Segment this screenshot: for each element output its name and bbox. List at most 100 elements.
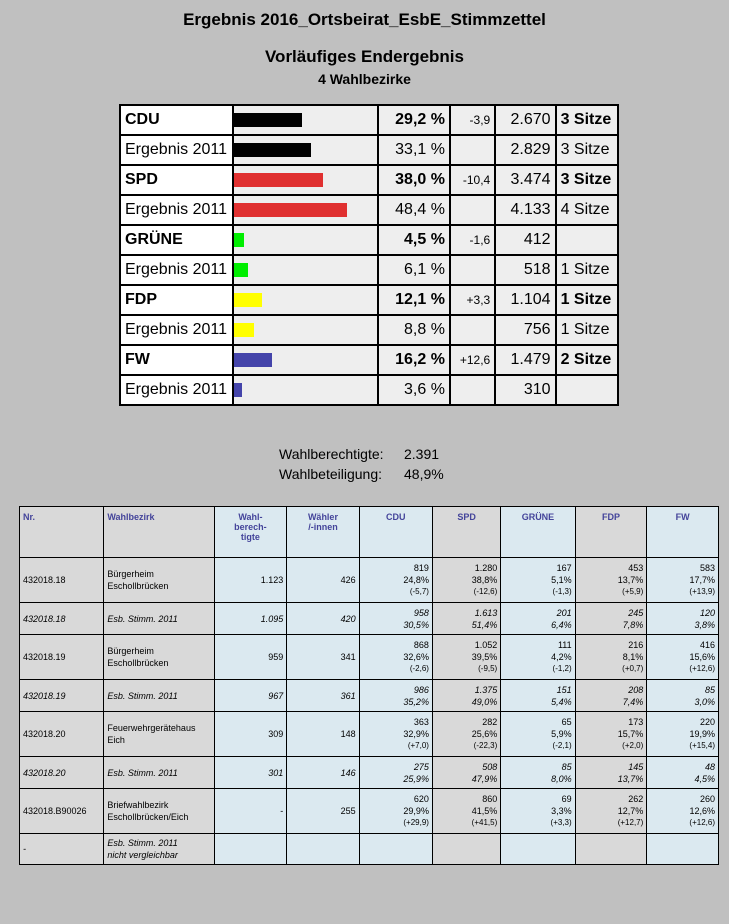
votes: 756 bbox=[494, 314, 557, 346]
summary-row: FDP 12,1 % +3,3 1.104 1 Sitze bbox=[119, 284, 620, 316]
party-percent: 3,0% bbox=[694, 696, 715, 707]
table-row: 432018.19 Bürgerheim Eschollbrücken 959 341 8… bbox=[18, 634, 719, 680]
party-percent: 25,9% bbox=[403, 773, 429, 784]
eligible-voters-cell: 1.095 bbox=[213, 602, 288, 635]
voters-cell: 420 bbox=[286, 602, 360, 635]
table-row: 432018.19 Esb. Stimm. 2011 967 361 986 35,2% 1… bbox=[18, 679, 719, 712]
table-row: 432018.B90026 Briefwahlbezirk Eschollbrück… bbox=[18, 788, 719, 834]
seats: 1 Sitze bbox=[554, 284, 620, 316]
seats: 3 Sitze bbox=[554, 164, 620, 196]
bar-cell bbox=[231, 194, 379, 226]
party-change: (-5,7) bbox=[409, 587, 429, 596]
eligible-voters-cell: 301 bbox=[213, 756, 288, 789]
party-votes: 48 bbox=[704, 761, 715, 772]
party-votes: 111 bbox=[557, 640, 572, 650]
party-result-cell: 958 30,5% bbox=[358, 602, 433, 635]
votes: 1.479 bbox=[494, 344, 557, 376]
summary-row: GRÜNE 4,5 % -1,6 412 bbox=[119, 224, 620, 256]
party-result-cell bbox=[574, 833, 648, 865]
result-bar bbox=[233, 263, 248, 277]
party-votes: 245 bbox=[628, 607, 644, 618]
difference: -1,6 bbox=[448, 224, 497, 256]
party-percent: 38,8% bbox=[471, 575, 498, 585]
party-votes: 208 bbox=[628, 684, 644, 695]
party-result-cell: 1.280 38,8% (-12,6) bbox=[431, 557, 502, 603]
party-change: (+2,0) bbox=[622, 741, 644, 750]
difference: -10,4 bbox=[448, 164, 497, 196]
party-result-cell: 363 32,9% (+7,0) bbox=[358, 711, 433, 757]
seats: 1 Sitze bbox=[554, 314, 620, 346]
eligible-value: 2.391 bbox=[404, 446, 440, 462]
bar-cell bbox=[231, 374, 379, 406]
party-change: (+41,5) bbox=[471, 818, 498, 827]
party-change: (-2,1) bbox=[552, 741, 572, 750]
table-row: - Esb. Stimm. 2011 nicht vergleichbar bbox=[18, 833, 719, 865]
votes: 3.474 bbox=[494, 164, 557, 196]
party-result-cell: 151 5,4% bbox=[500, 679, 576, 712]
turnout-value: 48,9% bbox=[404, 466, 444, 482]
party-change: (+29,9) bbox=[403, 818, 429, 827]
detail-table: Nr. Wahlbezirk Wahl-berech-tigte Wähler/-in… bbox=[18, 506, 719, 865]
district-name: Esb. Stimm. 2011 bbox=[103, 756, 215, 789]
party-change: (+0,7) bbox=[622, 664, 644, 673]
party-percent: 25,6% bbox=[471, 729, 498, 739]
party-result-cell bbox=[431, 833, 502, 865]
party-result-cell: 508 47,9% bbox=[431, 756, 502, 789]
party-change: (+12,7) bbox=[617, 818, 644, 827]
column-header: FW bbox=[646, 506, 719, 558]
table-row: 432018.18 Esb. Stimm. 2011 1.095 420 958 30,5… bbox=[18, 602, 719, 635]
party-percent: 4,5% bbox=[694, 773, 715, 784]
votes: 2.670 bbox=[494, 104, 557, 136]
party-votes: 275 bbox=[413, 761, 429, 772]
column-header: Wähler/-innen bbox=[286, 506, 360, 558]
voters-cell: 341 bbox=[286, 634, 360, 680]
party-name: CDU bbox=[119, 104, 234, 136]
party-change: (-1,2) bbox=[552, 664, 572, 673]
district-name: Esb. Stimm. 2011 nicht vergleichbar bbox=[103, 833, 215, 865]
result-bar bbox=[233, 293, 263, 307]
party-percent: 15,6% bbox=[689, 652, 715, 662]
party-votes: 620 bbox=[413, 794, 429, 804]
party-result-cell: 282 25,6% (-22,3) bbox=[431, 711, 502, 757]
party-votes: 216 bbox=[628, 640, 644, 650]
party-name: Ergebnis 2011 bbox=[119, 194, 234, 226]
party-result-cell: 120 3,8% bbox=[646, 602, 719, 635]
seats bbox=[554, 374, 620, 406]
result-bar bbox=[233, 113, 303, 127]
party-percent: 32,9% bbox=[403, 729, 429, 739]
eligible-voters-cell: 967 bbox=[213, 679, 288, 712]
party-votes: 262 bbox=[628, 794, 644, 804]
district-name: Esb. Stimm. 2011 bbox=[103, 679, 215, 712]
eligible-label: Wahlberechtigte: bbox=[279, 446, 384, 462]
party-result-cell: 262 12,7% (+12,7) bbox=[574, 788, 648, 834]
party-result-cell: 220 19,9% (+15,4) bbox=[646, 711, 719, 757]
party-percent: 6,4% bbox=[551, 619, 572, 630]
party-name: FW bbox=[119, 344, 234, 376]
voters-cell: 426 bbox=[286, 557, 360, 603]
district-name: Bürgerheim Eschollbrücken bbox=[103, 634, 215, 680]
party-result-cell: 275 25,9% bbox=[358, 756, 433, 789]
seats: 3 Sitze bbox=[554, 104, 620, 136]
party-percent: 12,7% bbox=[617, 806, 644, 816]
party-change: (+12,6) bbox=[689, 664, 715, 673]
votes: 518 bbox=[494, 254, 557, 286]
party-percent: 13,7% bbox=[617, 575, 644, 585]
votes: 4.133 bbox=[494, 194, 557, 226]
party-result-cell: 986 35,2% bbox=[358, 679, 433, 712]
voters-cell: 148 bbox=[286, 711, 360, 757]
table-row: 432018.20 Feuerwehrgerätehaus Eich 309 148 36… bbox=[18, 711, 719, 757]
party-change: (-22,3) bbox=[473, 741, 498, 750]
party-change: (-2,6) bbox=[409, 664, 429, 673]
result-bar bbox=[233, 203, 348, 217]
column-header: GRÜNE bbox=[500, 506, 576, 558]
percent: 3,6 % bbox=[376, 374, 451, 406]
party-votes: 583 bbox=[699, 563, 715, 573]
party-change: (+7,0) bbox=[407, 741, 429, 750]
party-votes: 167 bbox=[556, 563, 572, 573]
bar-cell bbox=[231, 104, 379, 136]
eligible-voters-cell bbox=[213, 833, 288, 865]
summary-row: CDU 29,2 % -3,9 2.670 3 Sitze bbox=[119, 104, 620, 136]
party-result-cell: 111 4,2% (-1,2) bbox=[500, 634, 576, 680]
column-header: Wahl-berech-tigte bbox=[213, 506, 288, 558]
votes: 310 bbox=[494, 374, 557, 406]
